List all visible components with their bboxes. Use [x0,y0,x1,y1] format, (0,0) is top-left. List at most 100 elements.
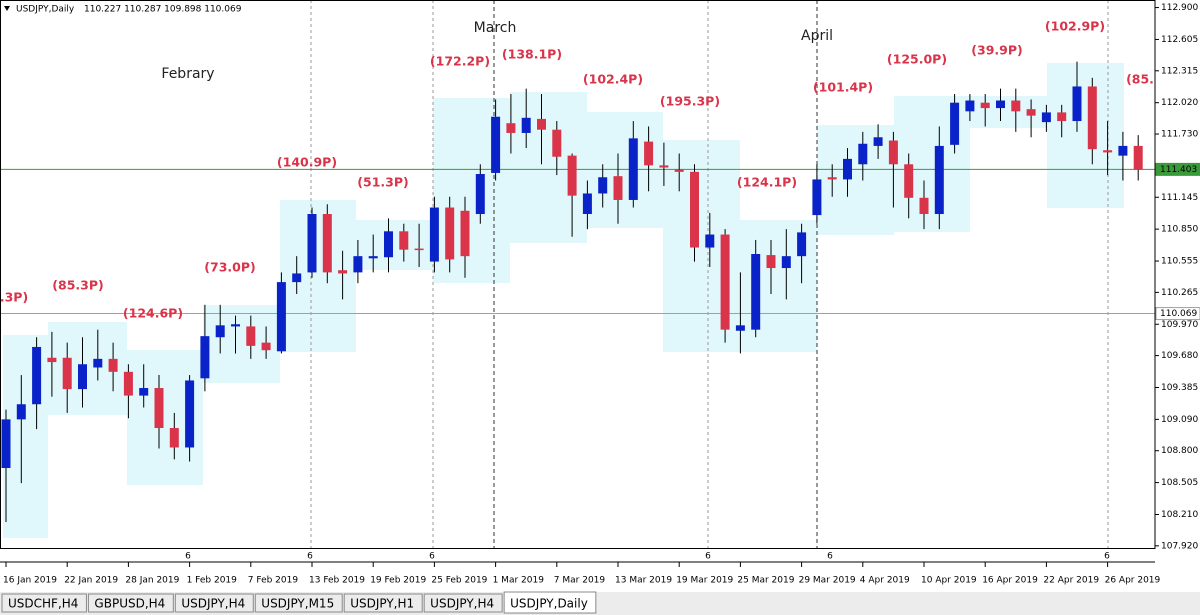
annotation: (85. [1126,72,1154,87]
annotation: (102.4P) [583,72,643,87]
candle-body [491,116,501,173]
tab[interactable] [423,593,503,613]
tab-label[interactable]: USDJPY,Daily [510,597,588,611]
candle-body [996,100,1005,109]
candle-body [797,232,807,257]
annotation: (39.9P) [971,43,1022,58]
y-tick-label: 109.680 [1161,351,1198,361]
candle-body [1057,112,1067,122]
x-tick-label: 22 Jan 2019 [64,576,118,586]
candle-body [154,388,164,429]
candle-body [735,325,745,331]
tab[interactable] [174,593,254,613]
candle-body [720,234,730,330]
y-tick-label: 109.090 [1161,415,1198,425]
candle-body [1026,109,1036,116]
candle-body [567,155,577,196]
candle-body [399,231,409,250]
candle-body [521,117,531,133]
x-tick-label: 1 Mar 2019 [493,576,545,586]
candle-body [613,176,623,200]
tab[interactable] [343,593,423,613]
tab-label[interactable]: USDJPY,H4 [181,597,245,611]
y-tick-label: 110.555 [1161,257,1198,267]
candle-body [674,169,684,172]
separator-label: 6 [307,552,313,562]
candle-body [644,141,654,166]
y-tick-label: 108.800 [1161,446,1198,456]
candle-body [506,123,516,133]
tab[interactable] [1,593,87,613]
symbol-label: USDJPY,Daily [16,5,75,15]
range-box [356,220,433,270]
menu-arrow[interactable] [4,6,10,11]
price-axis-bg [1156,0,1200,590]
x-tick-label: 7 Mar 2019 [554,576,606,586]
x-tick-label: 19 Feb 2019 [370,576,426,586]
tab[interactable] [87,593,174,613]
annotation: (101.4P) [813,80,873,95]
candle-body [414,248,424,251]
candle-body [1118,145,1128,156]
y-tick-label: 107.920 [1161,541,1198,551]
candle-body [78,364,87,390]
candle-body [659,165,669,168]
annotation: (195.3P) [660,94,720,109]
tab[interactable] [254,593,343,613]
annotation: (125.0P) [887,52,947,67]
candle-body [231,324,240,327]
candle-body [904,164,914,198]
candle-body [322,214,332,273]
candle-body [292,273,302,283]
candle-body [965,100,975,112]
candle-body [384,231,393,258]
candle-body [751,254,761,330]
ohlc-label: 110.227 110.287 109.898 110.069 [84,5,242,15]
tab-label[interactable]: USDCHF,H4 [8,597,78,611]
plot-frame [0,0,1156,549]
x-tick-label: 19 Mar 2019 [676,576,733,586]
annotation: (138.1P) [502,47,562,62]
candle-body [246,326,256,346]
y-tick-label: 108.210 [1161,510,1198,520]
annotation: (140.9P) [277,155,337,170]
candle-body [934,145,944,215]
candle-body [123,371,133,396]
x-tick-label: 13 Mar 2019 [615,576,672,586]
candle-body [766,255,776,269]
tab-label[interactable]: USDJPY,H4 [430,597,494,611]
candle-body [552,129,562,157]
month-label: March [474,20,517,36]
annotation: (124.6P) [123,306,183,321]
candle-body [93,358,103,368]
x-tick-label: 22 Apr 2019 [1043,576,1099,586]
range-box [280,200,356,352]
annotation: (73.0P) [204,260,255,275]
candle-body [276,282,286,352]
candle-body [307,214,317,273]
y-tick-label: 110.265 [1161,288,1198,298]
candle-body [1133,145,1143,170]
candle-body [1072,86,1082,122]
candle-body [1041,112,1051,123]
candle-body [873,137,883,146]
annotation: .3P) [0,290,28,305]
candle-body [781,256,791,269]
candle-body [261,342,271,351]
y-tick-label: 109.385 [1161,383,1198,393]
candle-body [1087,86,1097,150]
tab-label[interactable]: GBPUSD,H4 [94,597,165,611]
tab-label[interactable]: USDJPY,H1 [350,597,414,611]
x-tick-label: 4 Apr 2019 [860,576,910,586]
x-tick-label: 13 Feb 2019 [309,576,365,586]
candle-body [353,256,363,273]
candle-body [812,179,822,216]
candle-body [843,158,852,180]
candle-body [139,388,149,396]
tab[interactable] [503,591,597,614]
candle-body [108,358,118,372]
x-tick-label: 26 Apr 2019 [1105,576,1161,586]
candle-body [582,193,592,215]
candle-body [690,171,699,248]
tab-label[interactable]: USDJPY,M15 [261,597,334,611]
